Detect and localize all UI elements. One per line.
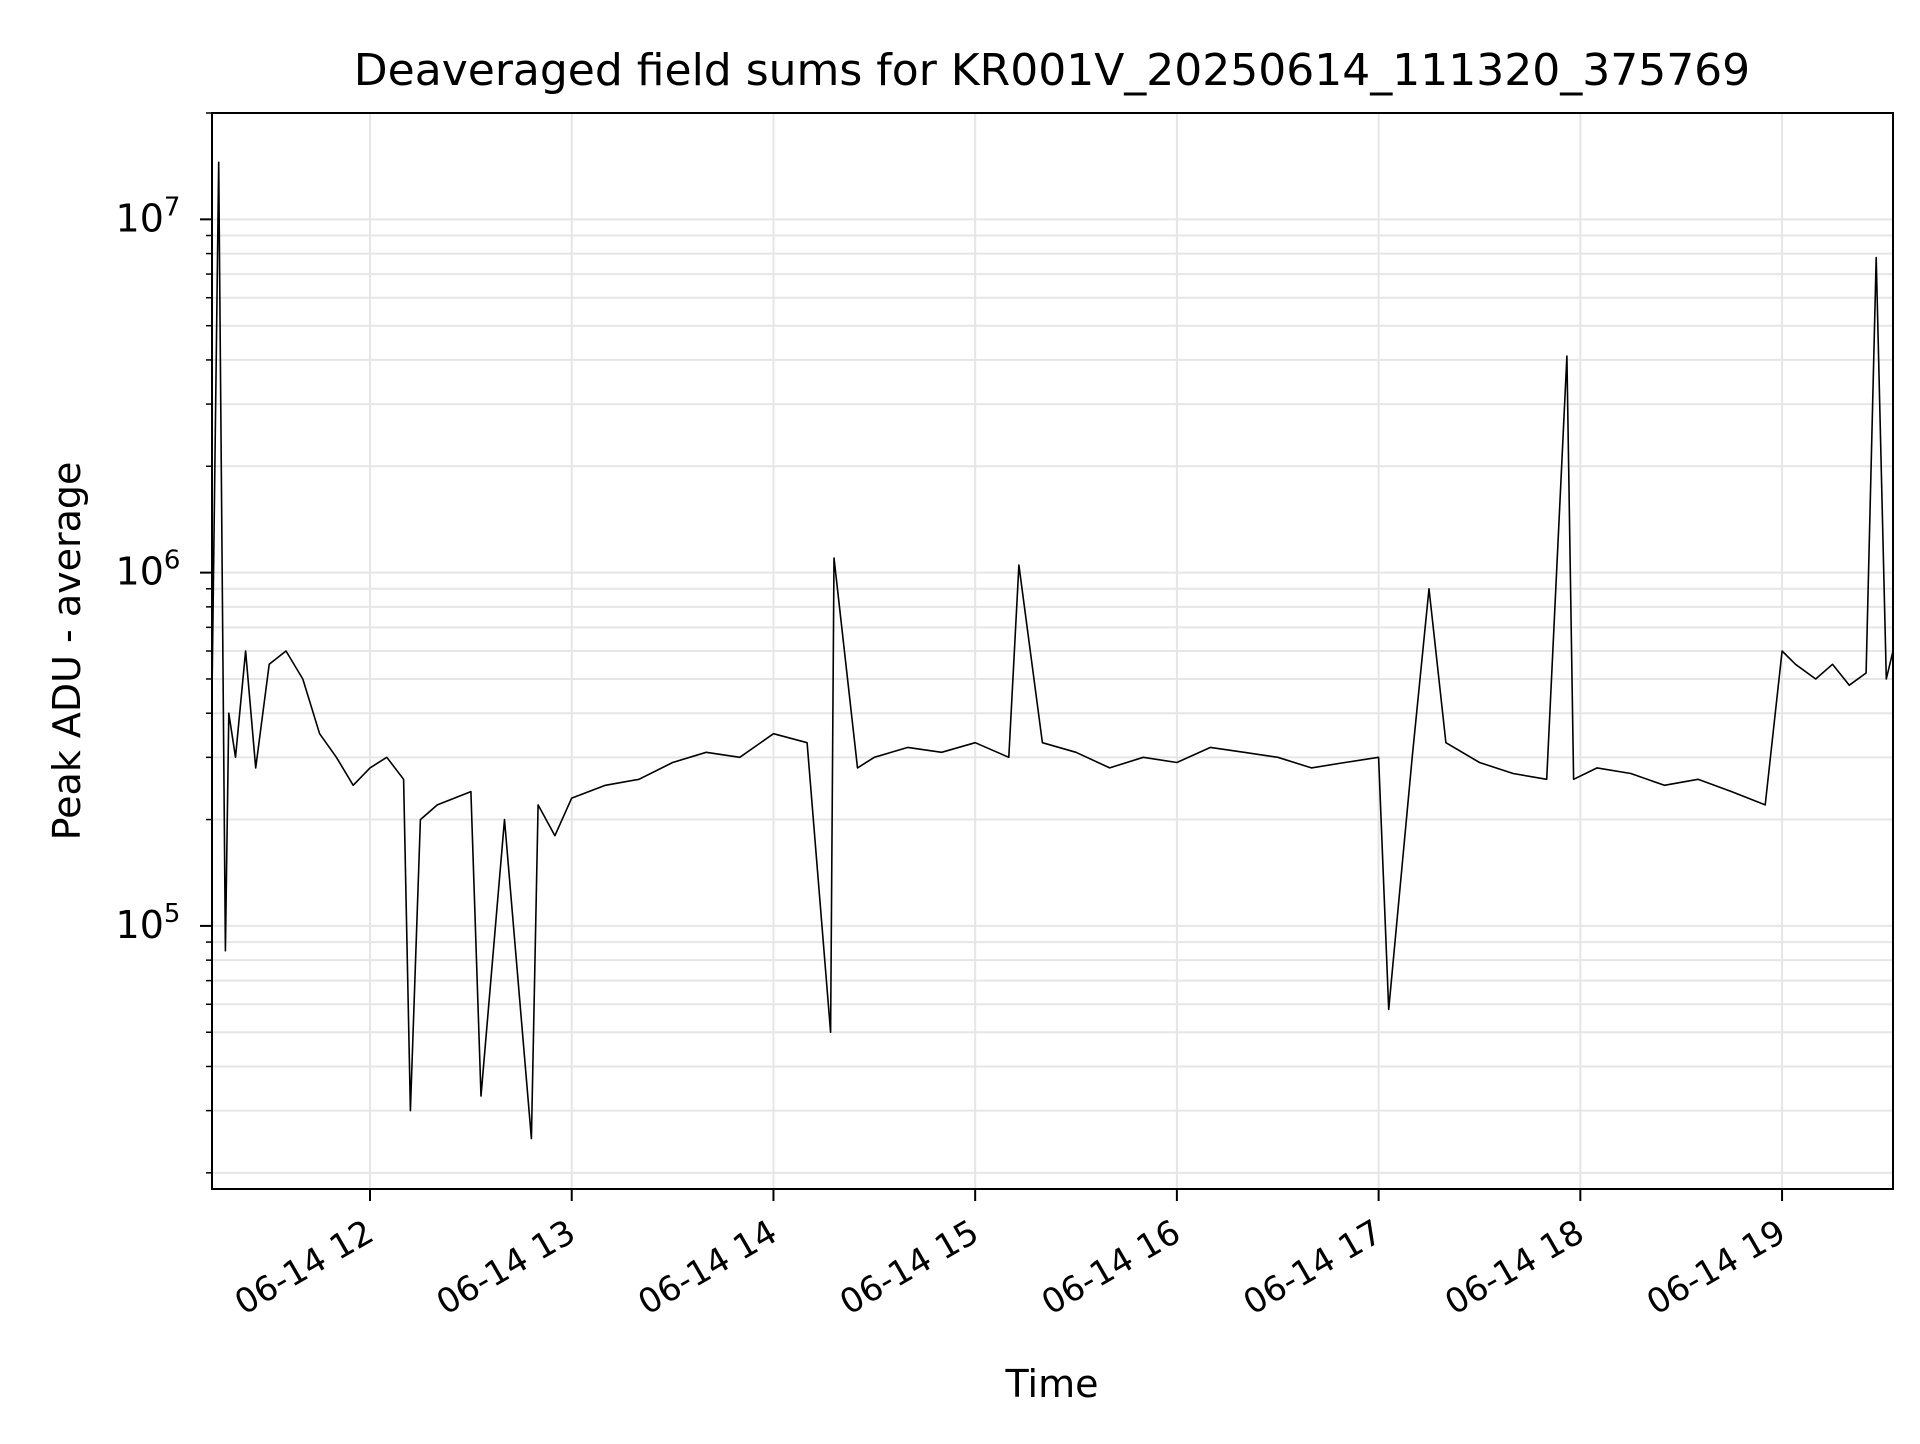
y-tick-label: 106 <box>116 546 181 594</box>
chart-title: Deaveraged field sums for KR001V_2025061… <box>354 45 1750 96</box>
y-tick-exponent: 7 <box>164 192 181 222</box>
y-tick-base: 10 <box>116 903 164 947</box>
y-tick-base: 10 <box>116 196 164 240</box>
y-tick-exponent: 5 <box>164 899 181 929</box>
x-tick-label: 06-14 12 <box>228 1212 380 1323</box>
x-tick-label: 06-14 13 <box>430 1212 582 1323</box>
y-tick-label: 107 <box>116 192 181 240</box>
x-axis-label: Time <box>1005 1362 1099 1406</box>
x-tick-label: 06-14 14 <box>632 1212 784 1323</box>
x-tick-label: 06-14 18 <box>1438 1212 1590 1323</box>
x-tick-label: 06-14 16 <box>1035 1212 1187 1323</box>
x-tick-label: 06-14 15 <box>833 1212 985 1323</box>
series-line <box>211 161 1894 1140</box>
y-tick-base: 10 <box>116 550 164 594</box>
x-tick-label: 06-14 17 <box>1237 1212 1389 1323</box>
y-axis-label: Peak ADU - average <box>45 462 89 841</box>
y-tick-label: 105 <box>116 899 181 947</box>
x-tick-label: 06-14 19 <box>1640 1212 1792 1323</box>
series-layer <box>211 161 1894 1140</box>
y-tick-exponent: 6 <box>164 546 181 576</box>
tick-layer: 06-14 12 06-14 13 06-14 14 06-14 15 06-14 16… <box>116 112 1793 1323</box>
grid-layer <box>212 112 1893 1189</box>
